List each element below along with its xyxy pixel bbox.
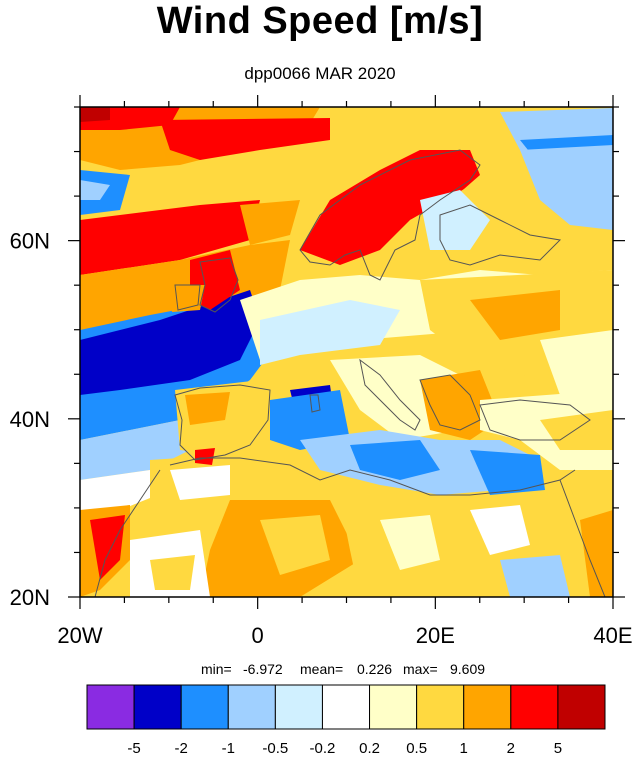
colorbar-label: 2 <box>507 740 515 757</box>
x-tick-label: 0 <box>252 623 264 648</box>
stat-mean-value: 0.226 <box>357 661 392 677</box>
colorbar-swatch <box>321 684 371 730</box>
colorbar-swatch <box>557 684 606 730</box>
colorbar-label: 0.5 <box>406 740 427 757</box>
colorbar-swatch <box>510 684 559 730</box>
colorbar-swatch <box>369 684 418 730</box>
x-tick-label: 20W <box>57 623 102 648</box>
colorbar-swatch <box>180 684 229 730</box>
stat-max-value: 9.609 <box>450 661 485 677</box>
y-tick-label: 40N <box>10 407 50 432</box>
colorbar-swatch <box>416 684 465 730</box>
stat-max-label: max= <box>403 661 438 677</box>
colorbar-swatch <box>463 684 512 730</box>
stat-min-value: -6.972 <box>243 661 283 677</box>
x-tick-label: 40E <box>593 623 632 648</box>
colorbar-label: -5 <box>127 740 140 757</box>
y-tick-label: 60N <box>10 229 50 254</box>
colorbar-label: -2 <box>175 740 188 757</box>
colorbar-swatch <box>274 684 323 730</box>
colorbar-label: 1 <box>460 740 468 757</box>
colorbar-label: 5 <box>554 740 562 757</box>
chart-title: Wind Speed [m/s] <box>156 0 484 42</box>
chart-subtitle: dpp0066 MAR 2020 <box>244 64 396 83</box>
colorbar: -5 -2 -1 -0.5 -0.2 0.2 0.5 1 2 5 <box>86 684 606 757</box>
y-tick-label: 20N <box>10 585 50 610</box>
stat-mean-label: mean= <box>300 661 343 677</box>
colorbar-swatch <box>227 684 276 730</box>
stat-min-label: min= <box>201 661 232 677</box>
map-axes: 20W 0 20E 40E 20N 40N 60N <box>10 95 633 648</box>
colorbar-label: -0.5 <box>262 740 288 757</box>
colorbar-swatch <box>133 684 182 730</box>
wind-speed-field <box>80 107 613 597</box>
colorbar-swatch <box>86 684 135 730</box>
colorbar-label: 0.2 <box>359 740 380 757</box>
x-tick-label: 20E <box>416 623 455 648</box>
colorbar-label: -0.2 <box>310 740 336 757</box>
colorbar-label: -1 <box>222 740 235 757</box>
coastline-outlines <box>94 149 606 597</box>
